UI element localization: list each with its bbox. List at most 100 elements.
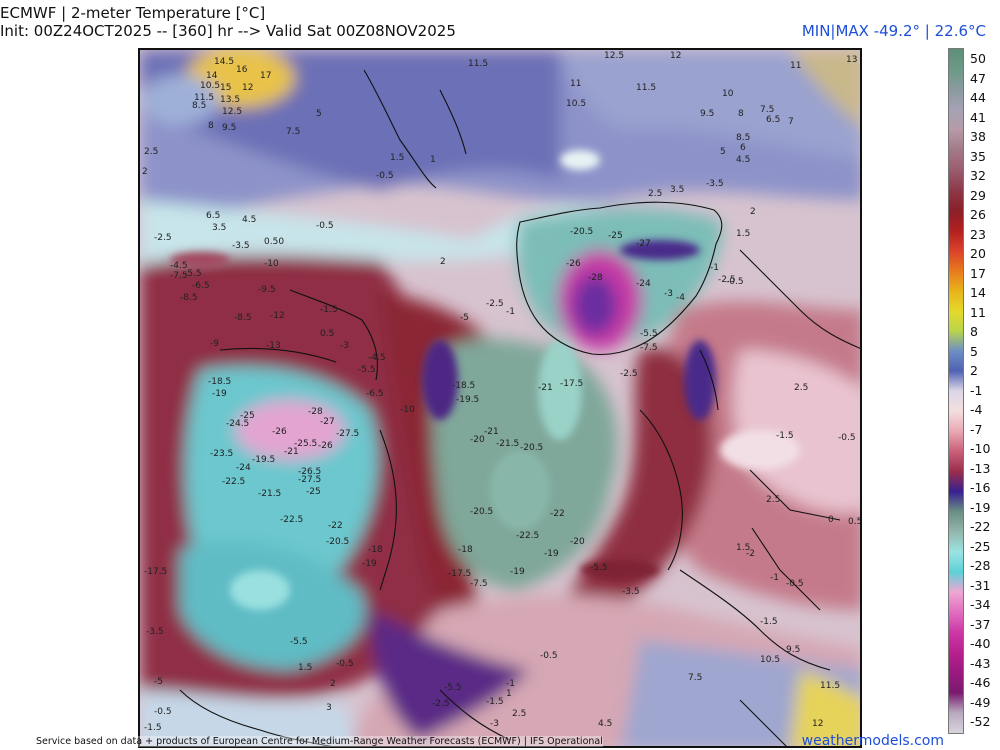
isotherm-label: -27.5 [298,475,321,485]
isotherm-label: -23.5 [210,449,233,459]
isotherm-label: -27.5 [336,429,359,439]
isotherm-label: 4.5 [736,155,750,165]
colorbar-tick: -43 [970,655,991,671]
isotherm-label: -4 [676,293,685,303]
colorbar-tick: 50 [970,51,986,66]
isotherm-label: -1 [770,573,779,583]
isotherm-label: -18 [458,545,473,555]
isotherm-label: -18 [368,545,383,555]
isotherm-label: -6.5 [366,389,384,399]
temperature-field [140,50,860,746]
isotherm-label: 2 [330,679,336,689]
isotherm-label: -5.5 [184,269,202,279]
isotherm-label: 11.5 [820,681,840,691]
temperature-map[interactable]: 14.5 16 17 14 10.5 15 12 11.5 13.5 12.5 8.5 9.5 8 7.5… [138,48,862,748]
isotherm-label: 13 [846,55,857,65]
colorbar-tick: 8 [970,324,978,339]
colorbar-tick: -7 [970,421,983,437]
isotherm-label: 8.5 [736,133,750,143]
colorbar-tick: -31 [970,577,991,593]
colorbar-tick: 20 [970,246,986,261]
isotherm-label: -5.5 [640,329,658,339]
isotherm-label: -21.5 [496,439,519,449]
min-max-readout: MIN|MAX -49.2° | 22.6°C [801,22,986,40]
colorbar-tick: -25 [970,538,991,554]
colorbar-tick: -28 [970,558,991,573]
isotherm-label: 1.5 [390,153,404,163]
isotherm-label: 10.5 [200,81,220,91]
isotherm-label: -19 [544,549,559,559]
isotherm-label: -20.5 [520,443,543,453]
coastlines [179,69,860,746]
colorbar-tick: 2 [970,363,978,378]
isotherm-label: 6.5 [206,211,220,221]
isotherm-label: -0.5 [540,651,558,661]
isotherm-label: -22.5 [280,515,303,525]
isotherm-label: 7 [788,117,794,127]
isotherm-label: -1.5 [320,305,338,315]
isotherm-label: -3 [490,719,499,729]
isotherm-label: -26 [566,259,581,269]
isotherm-label: -0.5 [376,171,394,181]
map-title: ECMWF | 2-meter Temperature [°C] [0,4,266,22]
isotherm-label: -20 [570,537,585,547]
isotherm-label: 8.5 [192,101,206,111]
isotherm-label: -27 [320,417,335,427]
isotherm-label: -18.5 [452,381,475,391]
isotherm-label: 2 [750,207,756,217]
colorbar-tick: 26 [970,207,986,222]
isotherm-label: 6.5 [766,115,780,125]
isotherm-label: 1 [506,689,512,699]
isotherm-label: -0.5 [316,221,334,231]
isotherm-label: -20.5 [570,227,593,237]
isotherm-label: 10 [722,89,734,99]
colorbar-tick: -22 [970,519,991,534]
isotherm-label: 0 [828,515,834,525]
isotherm-label: 9.5 [222,123,236,133]
isotherm-label: 9.5 [786,645,800,655]
isotherm-label: -22 [328,521,343,531]
isotherm-label: 2.5 [512,709,526,719]
isotherm-label: -8.5 [180,293,198,303]
isotherm-label: 4.5 [598,719,612,729]
isotherm-label: -1 [506,679,515,689]
isotherm-label: -7.5 [640,343,658,353]
isotherm-label: -1.5 [486,697,504,707]
isotherm-label: 12 [812,719,823,729]
isotherm-label: 2 [440,257,446,267]
run-info: Init: 00Z24OCT2025 -- [360] hr --> Valid… [0,22,456,40]
isotherm-label: -20.5 [326,537,349,547]
isotherm-label: 8 [738,109,744,119]
isotherm-label: -2.5 [154,233,172,243]
isotherm-label: -2.5 [620,369,638,379]
isotherm-label: -25.5 [294,439,317,449]
isotherm-label: -24 [636,279,651,289]
isotherm-label: -25 [240,411,255,421]
isotherm-label: -5.5 [358,365,376,375]
isotherm-label: -20 [470,435,485,445]
isotherm-label: 2 [142,167,148,177]
isotherm-label: -21.5 [258,489,281,499]
temperature-colorbar [948,48,964,734]
isotherm-label: -3.5 [232,241,250,251]
isotherm-label: 13.5 [220,95,240,105]
isotherm-label: 12.5 [604,51,624,61]
isotherm-label: -27 [636,239,651,249]
isotherm-label: -1 [710,263,719,273]
isotherm-label: -4.5 [368,353,386,363]
isotherm-label: -17.5 [144,567,167,577]
site-link[interactable]: weathermodels.com [801,733,944,749]
isotherm-label: 3.5 [670,185,684,195]
isotherm-label: -3 [340,341,349,351]
isotherm-label: -26.5 [298,467,321,477]
isotherm-label: 11 [790,61,801,71]
isotherm-label: -12 [270,311,285,321]
isotherm-label: 4.5 [242,215,256,225]
isotherm-label: 0.50 [264,237,284,247]
isotherm-label: -19 [362,559,377,569]
isotherm-label: -19.5 [456,395,479,405]
isotherm-label: -7.5 [170,271,188,281]
isotherm-label: -2 [746,549,755,559]
isotherm-label: -3.5 [622,587,640,597]
